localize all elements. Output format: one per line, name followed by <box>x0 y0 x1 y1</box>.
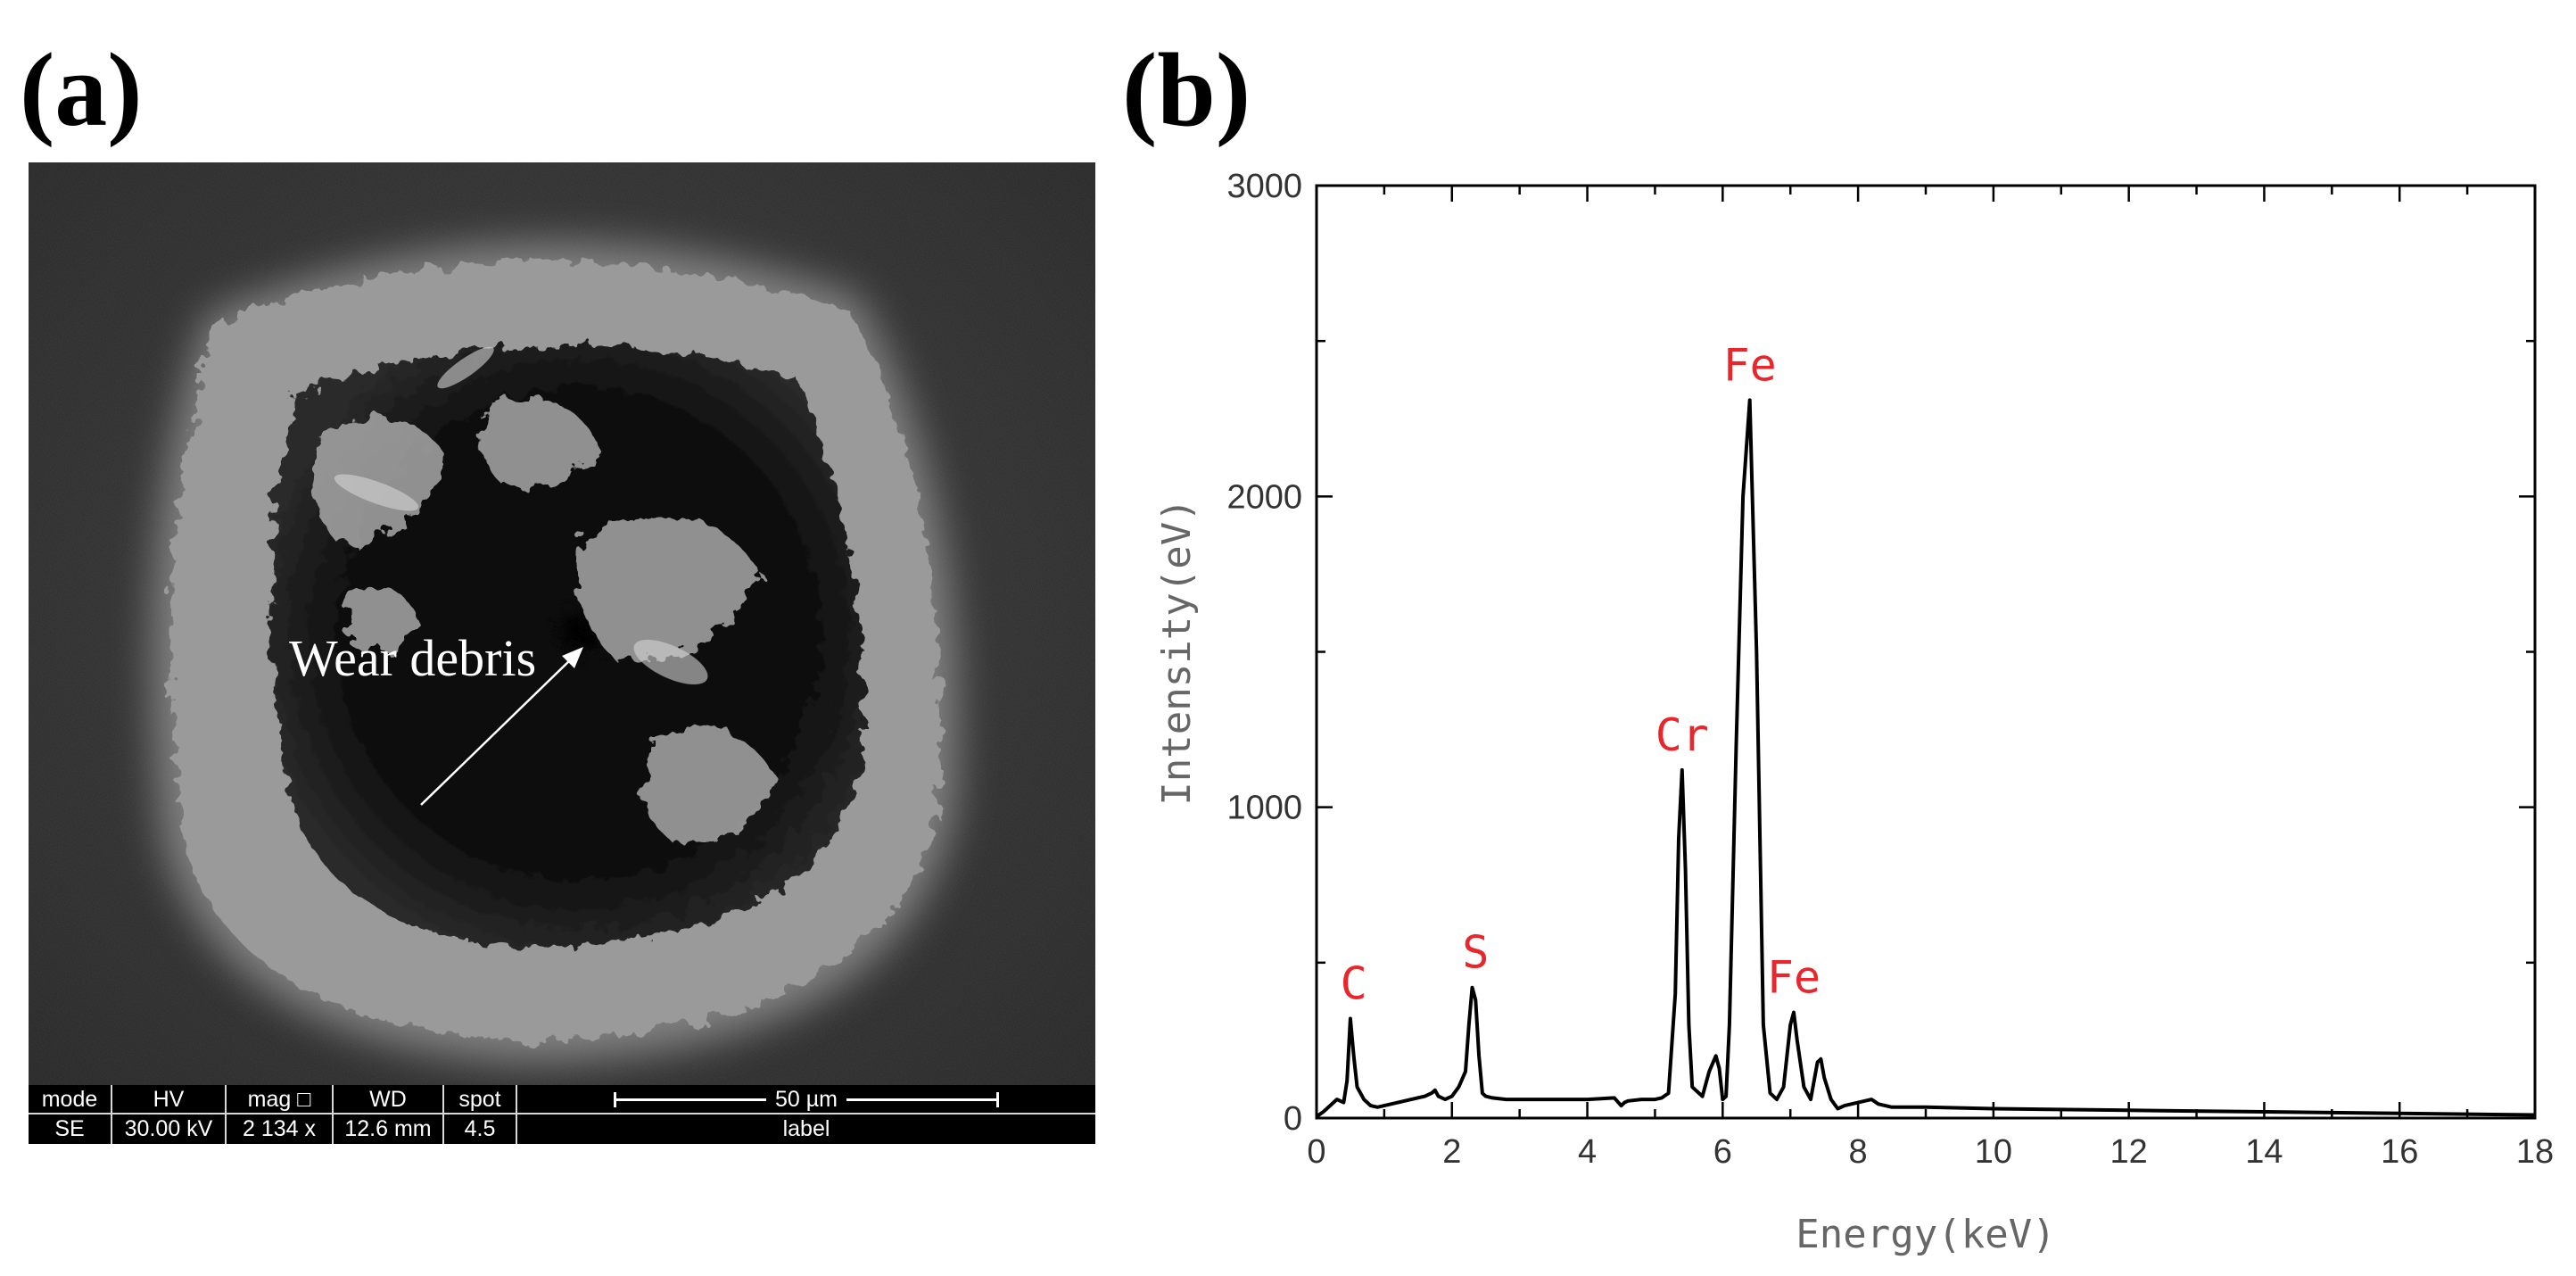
x-tick-label: 12 <box>2110 1133 2148 1171</box>
databar-hv-value: 30.00 kV <box>124 1116 213 1141</box>
x-tick-label: 6 <box>1713 1133 1732 1171</box>
databar-spot-header: spot <box>444 1085 516 1114</box>
sem-databar: mode SE HV 30.00 kV mag □ 2 134 x WD 12.… <box>29 1085 1095 1144</box>
databar-mode-header: mode <box>29 1085 111 1114</box>
databar-wd: WD 12.6 mm <box>334 1085 444 1144</box>
databar-spot-value: 4.5 <box>464 1116 496 1141</box>
x-tick-label: 2 <box>1442 1133 1461 1171</box>
databar-wd-header: WD <box>334 1085 442 1114</box>
x-tick-label: 18 <box>2516 1133 2554 1171</box>
panel-label-b: (b) <box>1122 31 1251 148</box>
x-axis-ticks: 0 2 4 6 8 10 12 14 16 18 <box>1307 186 2554 1171</box>
y-tick-label: 3000 <box>1226 168 1302 205</box>
databar-mag-header: mag □ <box>227 1085 332 1114</box>
databar-hv-header: HV <box>112 1085 225 1114</box>
databar-mag-value: 2 134 x <box>242 1116 316 1141</box>
y-axis-title: Intensity(eV) <box>1154 498 1200 805</box>
x-tick-label: 10 <box>1975 1133 2012 1171</box>
sem-micrograph: Wear debris <box>29 162 1095 1144</box>
y-tick-label: 1000 <box>1226 790 1302 827</box>
databar-mag: mag □ 2 134 x <box>227 1085 334 1144</box>
x-axis-title: Energy(keV) <box>1796 1212 2055 1257</box>
databar-label: label <box>782 1116 830 1141</box>
wear-debris-annotation: Wear debris <box>289 629 537 687</box>
databar-hv: HV 30.00 kV <box>112 1085 227 1144</box>
peak-label-cr: Cr <box>1655 709 1709 761</box>
peak-label-fe: Fe <box>1723 339 1777 391</box>
peak-labels: C S Cr Fe Fe <box>1341 339 1821 1009</box>
peak-label-fe: Fe <box>1767 952 1821 1004</box>
x-tick-label: 8 <box>1849 1133 1868 1171</box>
x-tick-label: 4 <box>1578 1133 1597 1171</box>
x-tick-label: 14 <box>2245 1133 2283 1171</box>
y-tick-label: 0 <box>1284 1100 1302 1138</box>
spectrum-line <box>1315 398 2536 1118</box>
databar-wd-value: 12.6 mm <box>344 1116 432 1141</box>
y-axis-ticks: 0 1000 2000 3000 <box>1226 168 2535 1138</box>
databar-spot: spot 4.5 <box>444 1085 517 1144</box>
plot-frame <box>1315 184 2537 1120</box>
sem-image <box>29 162 1095 1144</box>
databar-scale: 50 µm label <box>517 1085 1095 1144</box>
x-tick-label: 16 <box>2381 1133 2418 1171</box>
y-tick-label: 2000 <box>1226 478 1302 516</box>
databar-mode-value: SE <box>54 1116 85 1141</box>
peak-label-c: C <box>1341 958 1367 1010</box>
databar-mode: mode SE <box>29 1085 112 1144</box>
scale-bar-text: 50 µm <box>766 1087 846 1112</box>
panel-label-a: (a) <box>20 31 143 148</box>
scale-bar: 50 µm <box>517 1085 1095 1114</box>
peak-label-s: S <box>1462 927 1489 979</box>
x-tick-label: 0 <box>1307 1133 1325 1171</box>
